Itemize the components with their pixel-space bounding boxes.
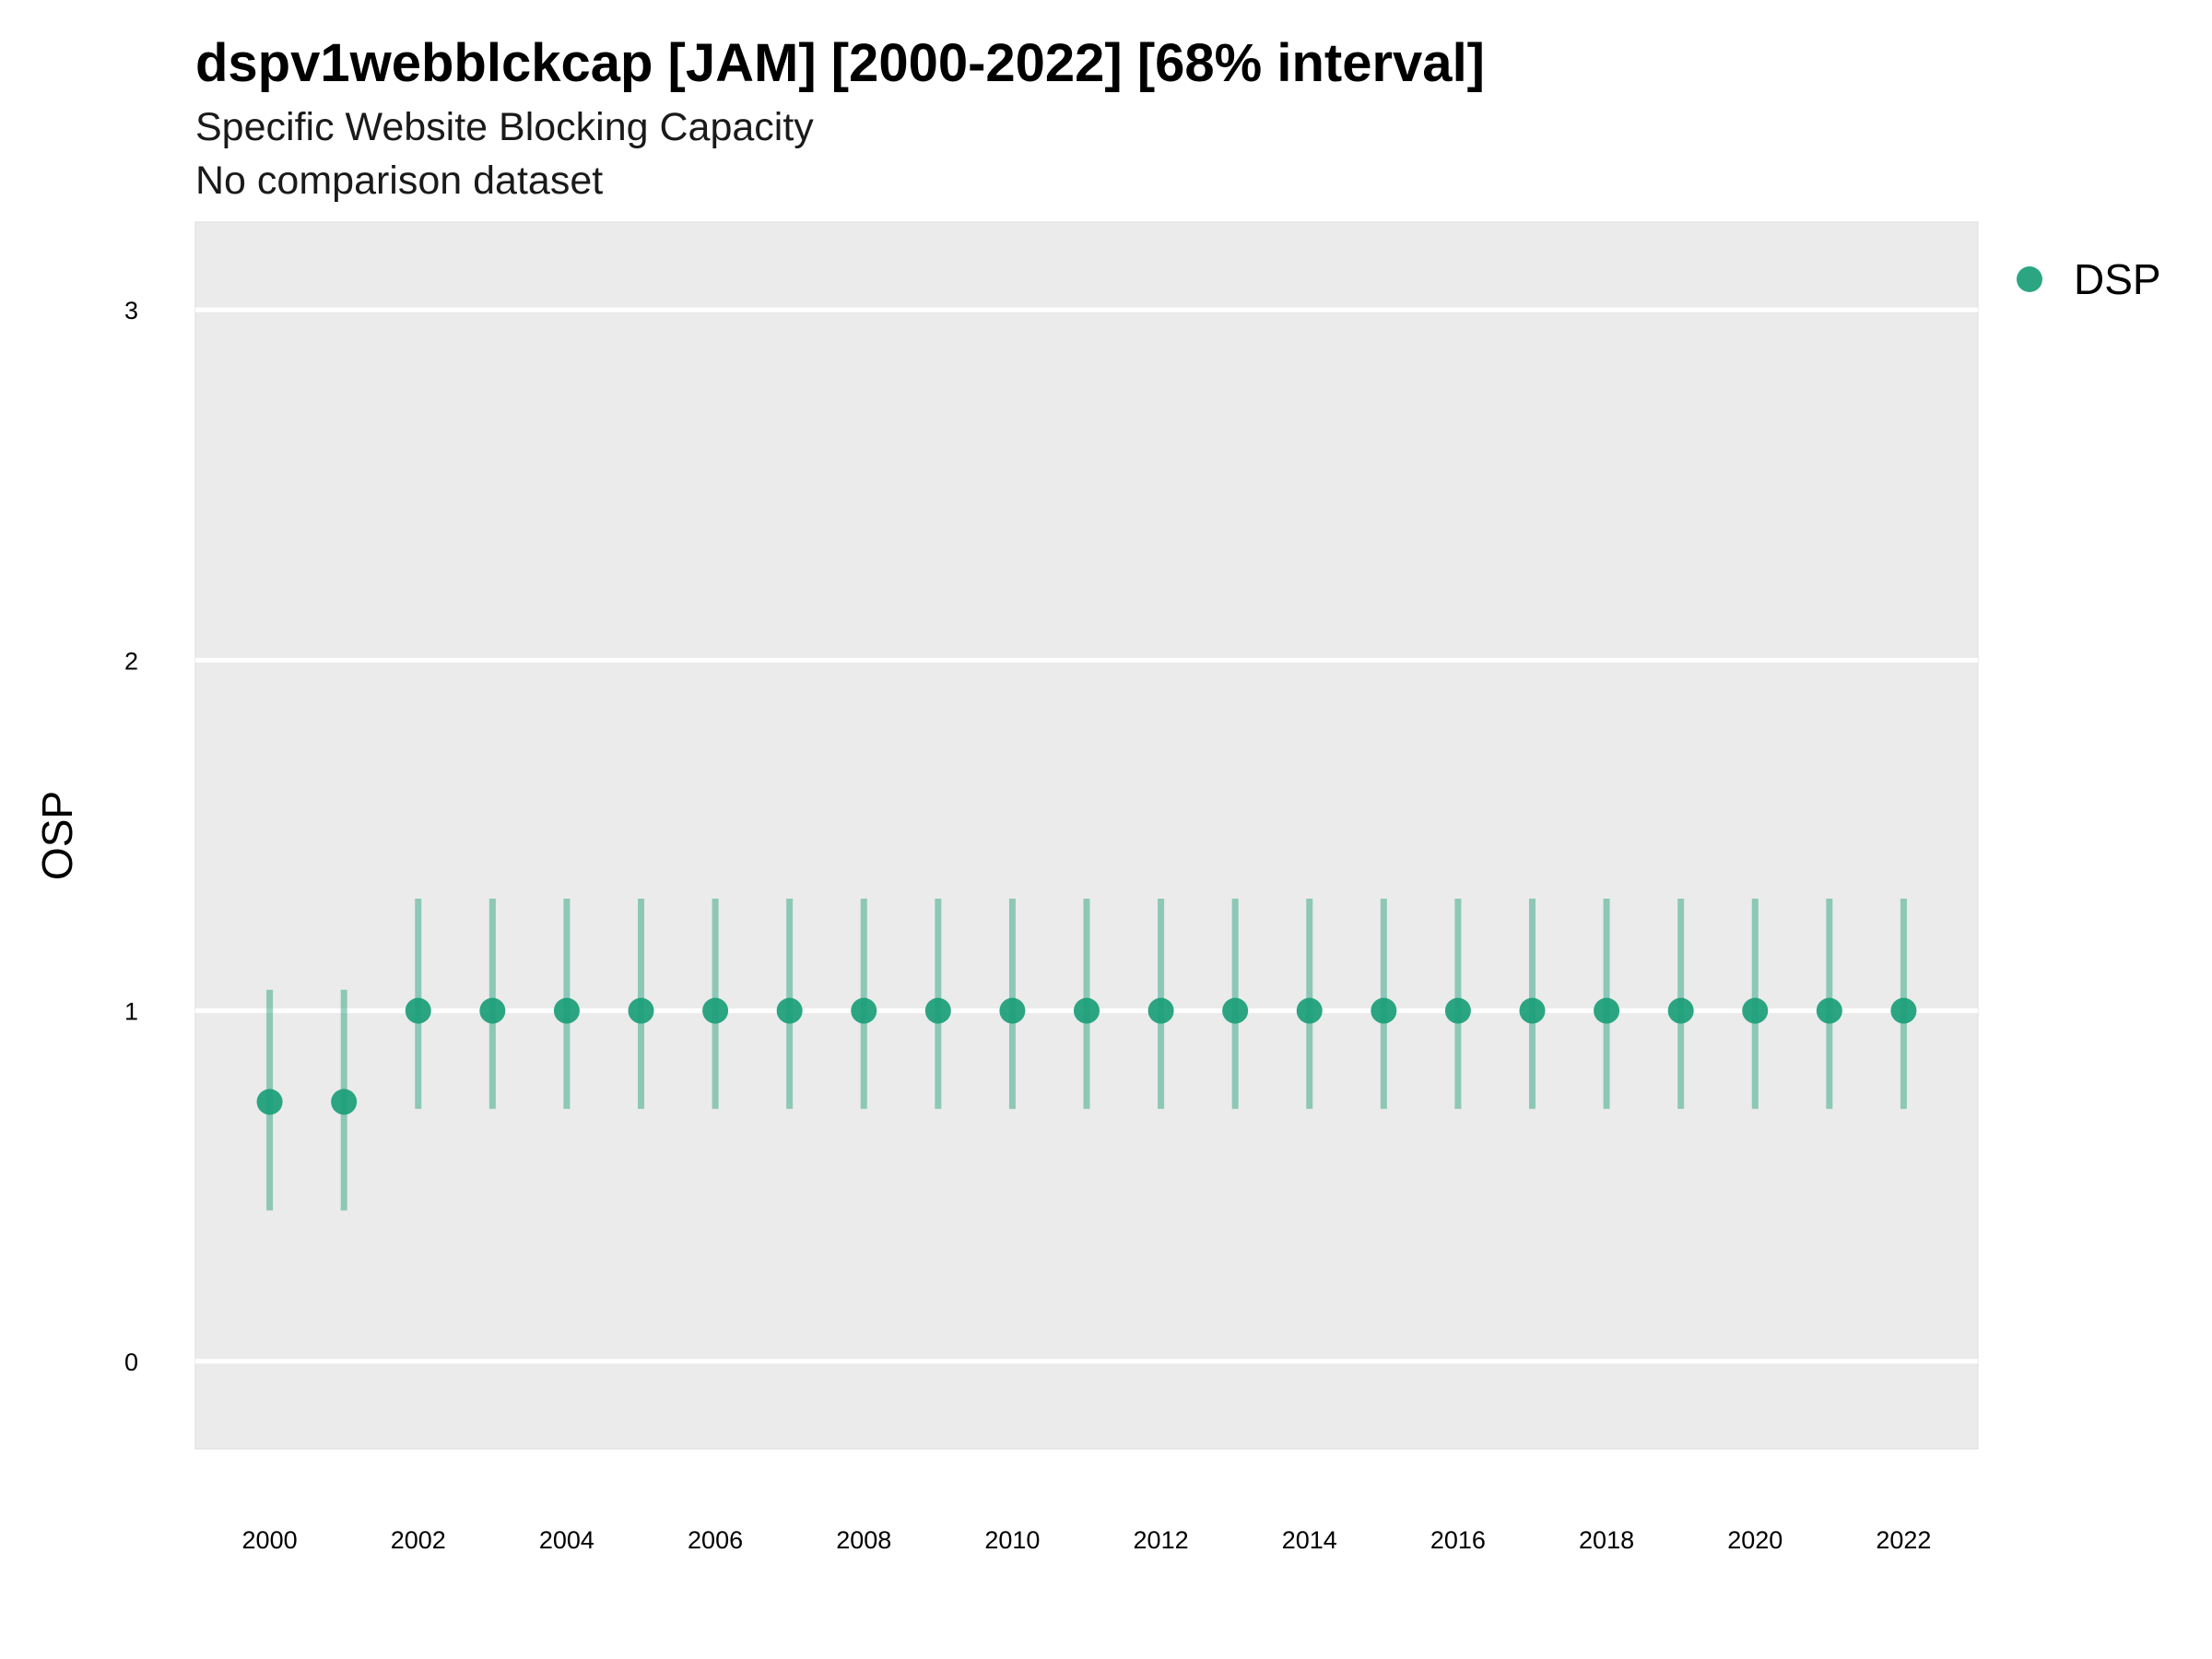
legend-key-dsp [2017, 266, 2042, 292]
chart-subtitle: Specific Website Blocking Capacity [195, 105, 814, 149]
x-tick-label-2018: 2018 [1579, 1526, 1634, 1554]
point-2020 [1742, 997, 1769, 1024]
y-axis-title: OSP [33, 791, 81, 880]
point-2011 [1074, 997, 1100, 1024]
point-2010 [999, 997, 1026, 1024]
point-2006 [702, 997, 729, 1024]
point-2017 [1519, 997, 1546, 1024]
point-2009 [924, 997, 951, 1024]
point-2008 [851, 997, 877, 1024]
point-2016 [1444, 997, 1471, 1024]
point-2001 [331, 1088, 358, 1115]
y-tick-label-2: 2 [124, 647, 138, 675]
point-2003 [479, 997, 506, 1024]
x-tick-label-2022: 2022 [1876, 1526, 1931, 1554]
x-tick-label-2000: 2000 [242, 1526, 298, 1554]
legend: DSP [2017, 255, 2161, 303]
point-2004 [553, 997, 580, 1024]
point-2005 [628, 997, 654, 1024]
point-2019 [1667, 997, 1694, 1024]
point-2012 [1147, 997, 1174, 1024]
x-tick-label-2002: 2002 [391, 1526, 446, 1554]
x-tick-label-2016: 2016 [1430, 1526, 1486, 1554]
x-tick-label-2004: 2004 [539, 1526, 594, 1554]
x-tick-label-2010: 2010 [984, 1526, 1040, 1554]
chart-caption: No comparison dataset [195, 159, 604, 203]
point-2014 [1296, 997, 1323, 1024]
point-2021 [1816, 997, 1842, 1024]
plot-panel [194, 221, 1979, 1450]
point-2015 [1371, 997, 1397, 1024]
point-2007 [776, 997, 803, 1024]
x-tick-label-2006: 2006 [688, 1526, 743, 1554]
point-2018 [1594, 997, 1620, 1024]
x-tick-label-2008: 2008 [836, 1526, 891, 1554]
point-2002 [405, 997, 431, 1024]
x-tick-label-2020: 2020 [1727, 1526, 1783, 1554]
x-tick-label-2012: 2012 [1134, 1526, 1189, 1554]
y-tick-label-0: 0 [124, 1348, 138, 1376]
point-2022 [1890, 997, 1917, 1024]
point-2013 [1222, 997, 1249, 1024]
y-tick-label-3: 3 [124, 297, 138, 324]
y-tick-label-1: 1 [124, 998, 138, 1026]
x-tick-label-2014: 2014 [1282, 1526, 1337, 1554]
legend-label-dsp: DSP [2074, 255, 2161, 303]
chart-title: dspv1webblckcap [JAM] [2000-2022] [68% i… [195, 33, 1485, 93]
point-2000 [256, 1088, 283, 1115]
